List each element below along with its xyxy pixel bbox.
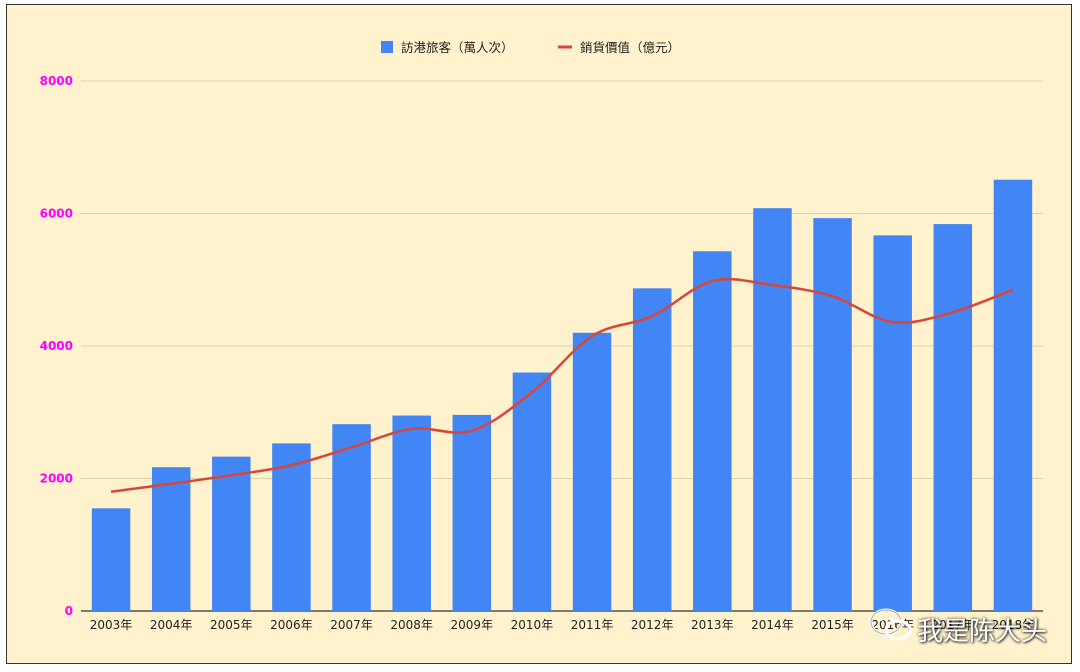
x-tick-label: 2007年 — [330, 618, 373, 632]
legend-swatch-line — [558, 45, 572, 49]
bar — [512, 372, 552, 611]
legend-label-bar: 訪港旅客（萬人次） — [401, 40, 514, 55]
bar — [572, 332, 612, 611]
x-tick-label: 2005年 — [210, 618, 253, 632]
bar — [392, 415, 431, 611]
y-tick-label: 8000 — [40, 74, 73, 88]
x-tick-label: 2015年 — [811, 618, 854, 632]
legend-label-line: 銷貨價值（億元） — [580, 40, 680, 55]
x-tick-label: 2018年 — [992, 618, 1035, 632]
x-tick-label: 2009年 — [451, 618, 494, 632]
x-axis-ticks: 2003年 2004年 2005年 2006年 2007年 2008年 2009年 2010年… — [90, 618, 1034, 632]
bar-series — [91, 179, 1033, 612]
legend: 訪港旅客（萬人次） 銷貨價值（億元） — [381, 40, 680, 55]
bar — [993, 179, 1033, 611]
line-series — [110, 277, 1014, 493]
x-tick-label: 2014年 — [751, 618, 794, 632]
x-tick-label: 2010年 — [511, 618, 554, 632]
chart-frame: 0 2000 4000 6000 8000 2003年 2004年 2005年 2006年 20… — [6, 4, 1072, 664]
bar — [151, 467, 191, 611]
bar — [933, 224, 973, 611]
bar — [452, 414, 492, 611]
bar — [632, 288, 672, 611]
bar — [813, 218, 852, 611]
bar — [272, 443, 311, 611]
y-tick-label: 6000 — [40, 207, 73, 221]
y-tick-label: 0 — [65, 604, 73, 618]
y-tick-label: 4000 — [40, 339, 73, 353]
x-tick-label: 2006年 — [270, 618, 313, 632]
x-tick-label: 2008年 — [390, 618, 433, 632]
x-tick-label: 2004年 — [150, 618, 193, 632]
x-tick-label: 2012年 — [631, 618, 674, 632]
bar — [212, 456, 251, 611]
x-tick-label: 2017年 — [932, 618, 975, 632]
x-tick-label: 2011年 — [571, 618, 614, 632]
y-axis-ticks: 0 2000 4000 6000 8000 — [40, 74, 73, 618]
bar — [753, 208, 792, 611]
bar — [693, 251, 732, 611]
line-path — [110, 277, 1014, 493]
bar — [91, 508, 131, 611]
watermark-text: 我是陈大头 — [917, 617, 1048, 647]
legend-swatch-bar — [381, 41, 393, 53]
y-tick-label: 2000 — [40, 472, 73, 486]
bar — [873, 235, 912, 612]
x-tick-label: 2003年 — [90, 618, 133, 632]
bar — [332, 424, 371, 611]
wechat-icon — [869, 608, 912, 641]
x-tick-label: 2013年 — [691, 618, 734, 632]
